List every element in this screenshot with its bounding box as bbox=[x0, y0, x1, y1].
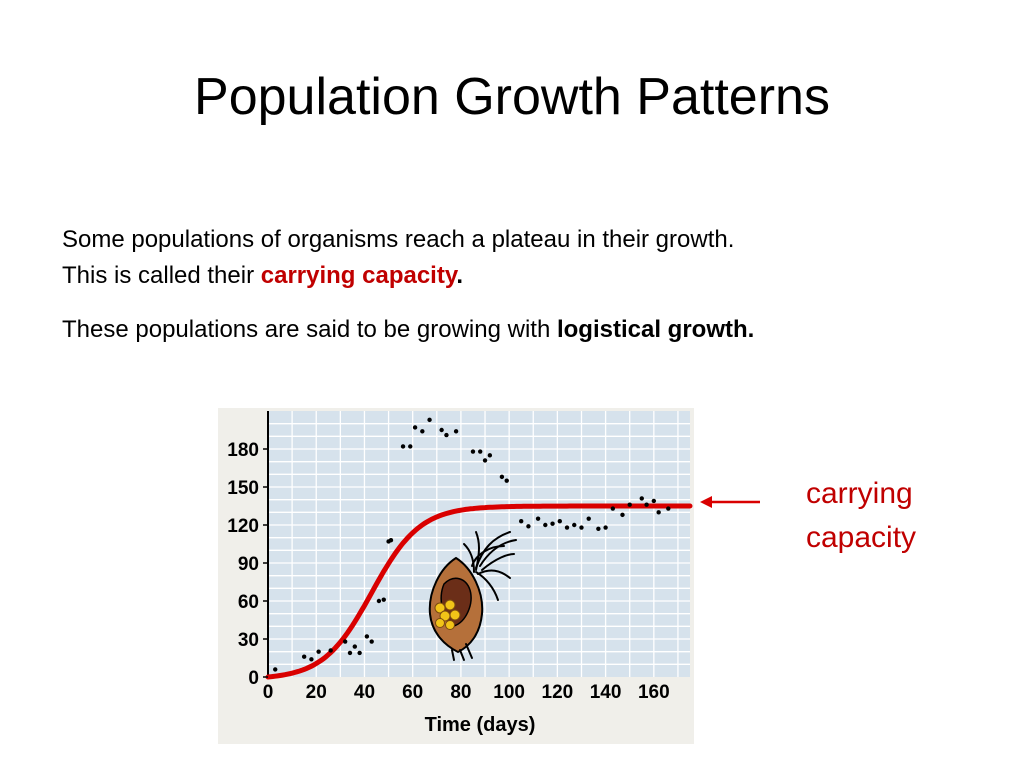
x-tick-label: 160 bbox=[638, 682, 670, 703]
x-tick-label: 60 bbox=[402, 682, 423, 703]
data-points bbox=[273, 417, 671, 672]
data-point bbox=[656, 510, 661, 515]
data-point bbox=[427, 417, 432, 423]
x-tick-label: 120 bbox=[542, 682, 574, 703]
data-point bbox=[400, 444, 406, 449]
data-point bbox=[644, 502, 649, 507]
x-tick-label: 80 bbox=[450, 682, 471, 703]
data-point bbox=[519, 519, 524, 524]
x-tick-label: 20 bbox=[306, 682, 327, 703]
data-point bbox=[420, 429, 425, 434]
data-point bbox=[499, 474, 505, 480]
data-point bbox=[610, 506, 616, 511]
data-point bbox=[364, 634, 370, 639]
data-point bbox=[572, 522, 577, 528]
data-point bbox=[352, 644, 358, 649]
x-tick-label: 40 bbox=[354, 682, 375, 703]
population-growth-chart: 0 30 60 90 120 150 180 0 20 40 60 80 100 120 140 160 T… bbox=[218, 408, 694, 744]
x-tick-label: 140 bbox=[590, 682, 622, 703]
data-point bbox=[557, 519, 562, 524]
y-tick-label: 150 bbox=[227, 478, 259, 499]
carrying-capacity-term: carrying capacity bbox=[260, 262, 457, 289]
paragraph1-line2: This is called their carrying capacity. bbox=[62, 258, 734, 294]
data-point bbox=[627, 502, 632, 507]
data-point bbox=[301, 654, 307, 659]
organism-illustration bbox=[428, 531, 517, 661]
data-point bbox=[309, 657, 314, 662]
data-point bbox=[439, 427, 444, 433]
data-point bbox=[504, 478, 509, 483]
paragraph1-line2-prefix: This is called their bbox=[62, 262, 261, 289]
y-tick-label: 180 bbox=[227, 440, 259, 461]
data-point bbox=[651, 498, 657, 504]
carrying-capacity-annotation: carrying capacity bbox=[806, 472, 916, 560]
data-point bbox=[543, 522, 548, 528]
data-point bbox=[535, 516, 541, 521]
x-axis-ticks: 0 20 40 60 80 100 120 140 160 bbox=[263, 682, 670, 703]
data-point bbox=[347, 650, 353, 656]
data-point bbox=[316, 649, 321, 654]
data-point bbox=[388, 538, 394, 543]
data-point bbox=[526, 524, 531, 529]
paragraph1-line2-suffix: . bbox=[456, 262, 464, 289]
paragraph-carrying-capacity: Some populations of organisms reach a pl… bbox=[62, 222, 734, 294]
paragraph1-line1: Some populations of organisms reach a pl… bbox=[62, 226, 735, 253]
x-tick-label: 0 bbox=[263, 682, 274, 703]
logistical-growth-term: logistical growth. bbox=[556, 316, 755, 343]
data-point bbox=[412, 425, 418, 430]
data-point bbox=[328, 648, 333, 653]
data-point bbox=[478, 449, 483, 454]
data-point bbox=[381, 597, 386, 602]
x-tick-label: 100 bbox=[493, 682, 525, 703]
slide-title: Population Growth Patterns bbox=[194, 68, 830, 126]
data-point bbox=[444, 432, 449, 438]
data-point bbox=[453, 429, 459, 434]
data-point bbox=[550, 521, 555, 526]
x-axis-label: Time (days) bbox=[425, 714, 536, 736]
paragraph2-prefix: These populations are said to be growing… bbox=[62, 316, 557, 343]
y-axis-ticks: 0 30 60 90 120 150 180 bbox=[227, 440, 268, 689]
data-point bbox=[470, 449, 476, 454]
data-point bbox=[369, 639, 374, 644]
y-tick-label: 30 bbox=[238, 630, 259, 651]
paragraph-logistical-growth: These populations are said to be growing… bbox=[62, 312, 754, 348]
annotation-line1: carrying bbox=[806, 477, 913, 510]
data-point bbox=[639, 496, 644, 501]
data-point bbox=[342, 639, 348, 644]
data-point bbox=[603, 525, 608, 530]
data-point bbox=[482, 458, 488, 463]
y-tick-label: 0 bbox=[248, 668, 259, 689]
data-point bbox=[357, 650, 362, 656]
y-tick-label: 90 bbox=[238, 554, 259, 575]
y-tick-label: 120 bbox=[227, 516, 259, 537]
data-point bbox=[579, 525, 584, 530]
data-point bbox=[620, 512, 625, 518]
annotation-line2: capacity bbox=[806, 521, 917, 554]
logistic-curve bbox=[265, 503, 693, 680]
data-point bbox=[408, 444, 413, 449]
data-point bbox=[487, 453, 493, 458]
data-point bbox=[596, 526, 601, 531]
y-tick-label: 60 bbox=[238, 592, 259, 613]
data-point bbox=[666, 506, 671, 511]
arrow-left-icon bbox=[700, 496, 760, 508]
data-point bbox=[376, 598, 382, 604]
data-point bbox=[273, 667, 278, 672]
data-point bbox=[586, 516, 591, 521]
data-point bbox=[564, 525, 570, 530]
